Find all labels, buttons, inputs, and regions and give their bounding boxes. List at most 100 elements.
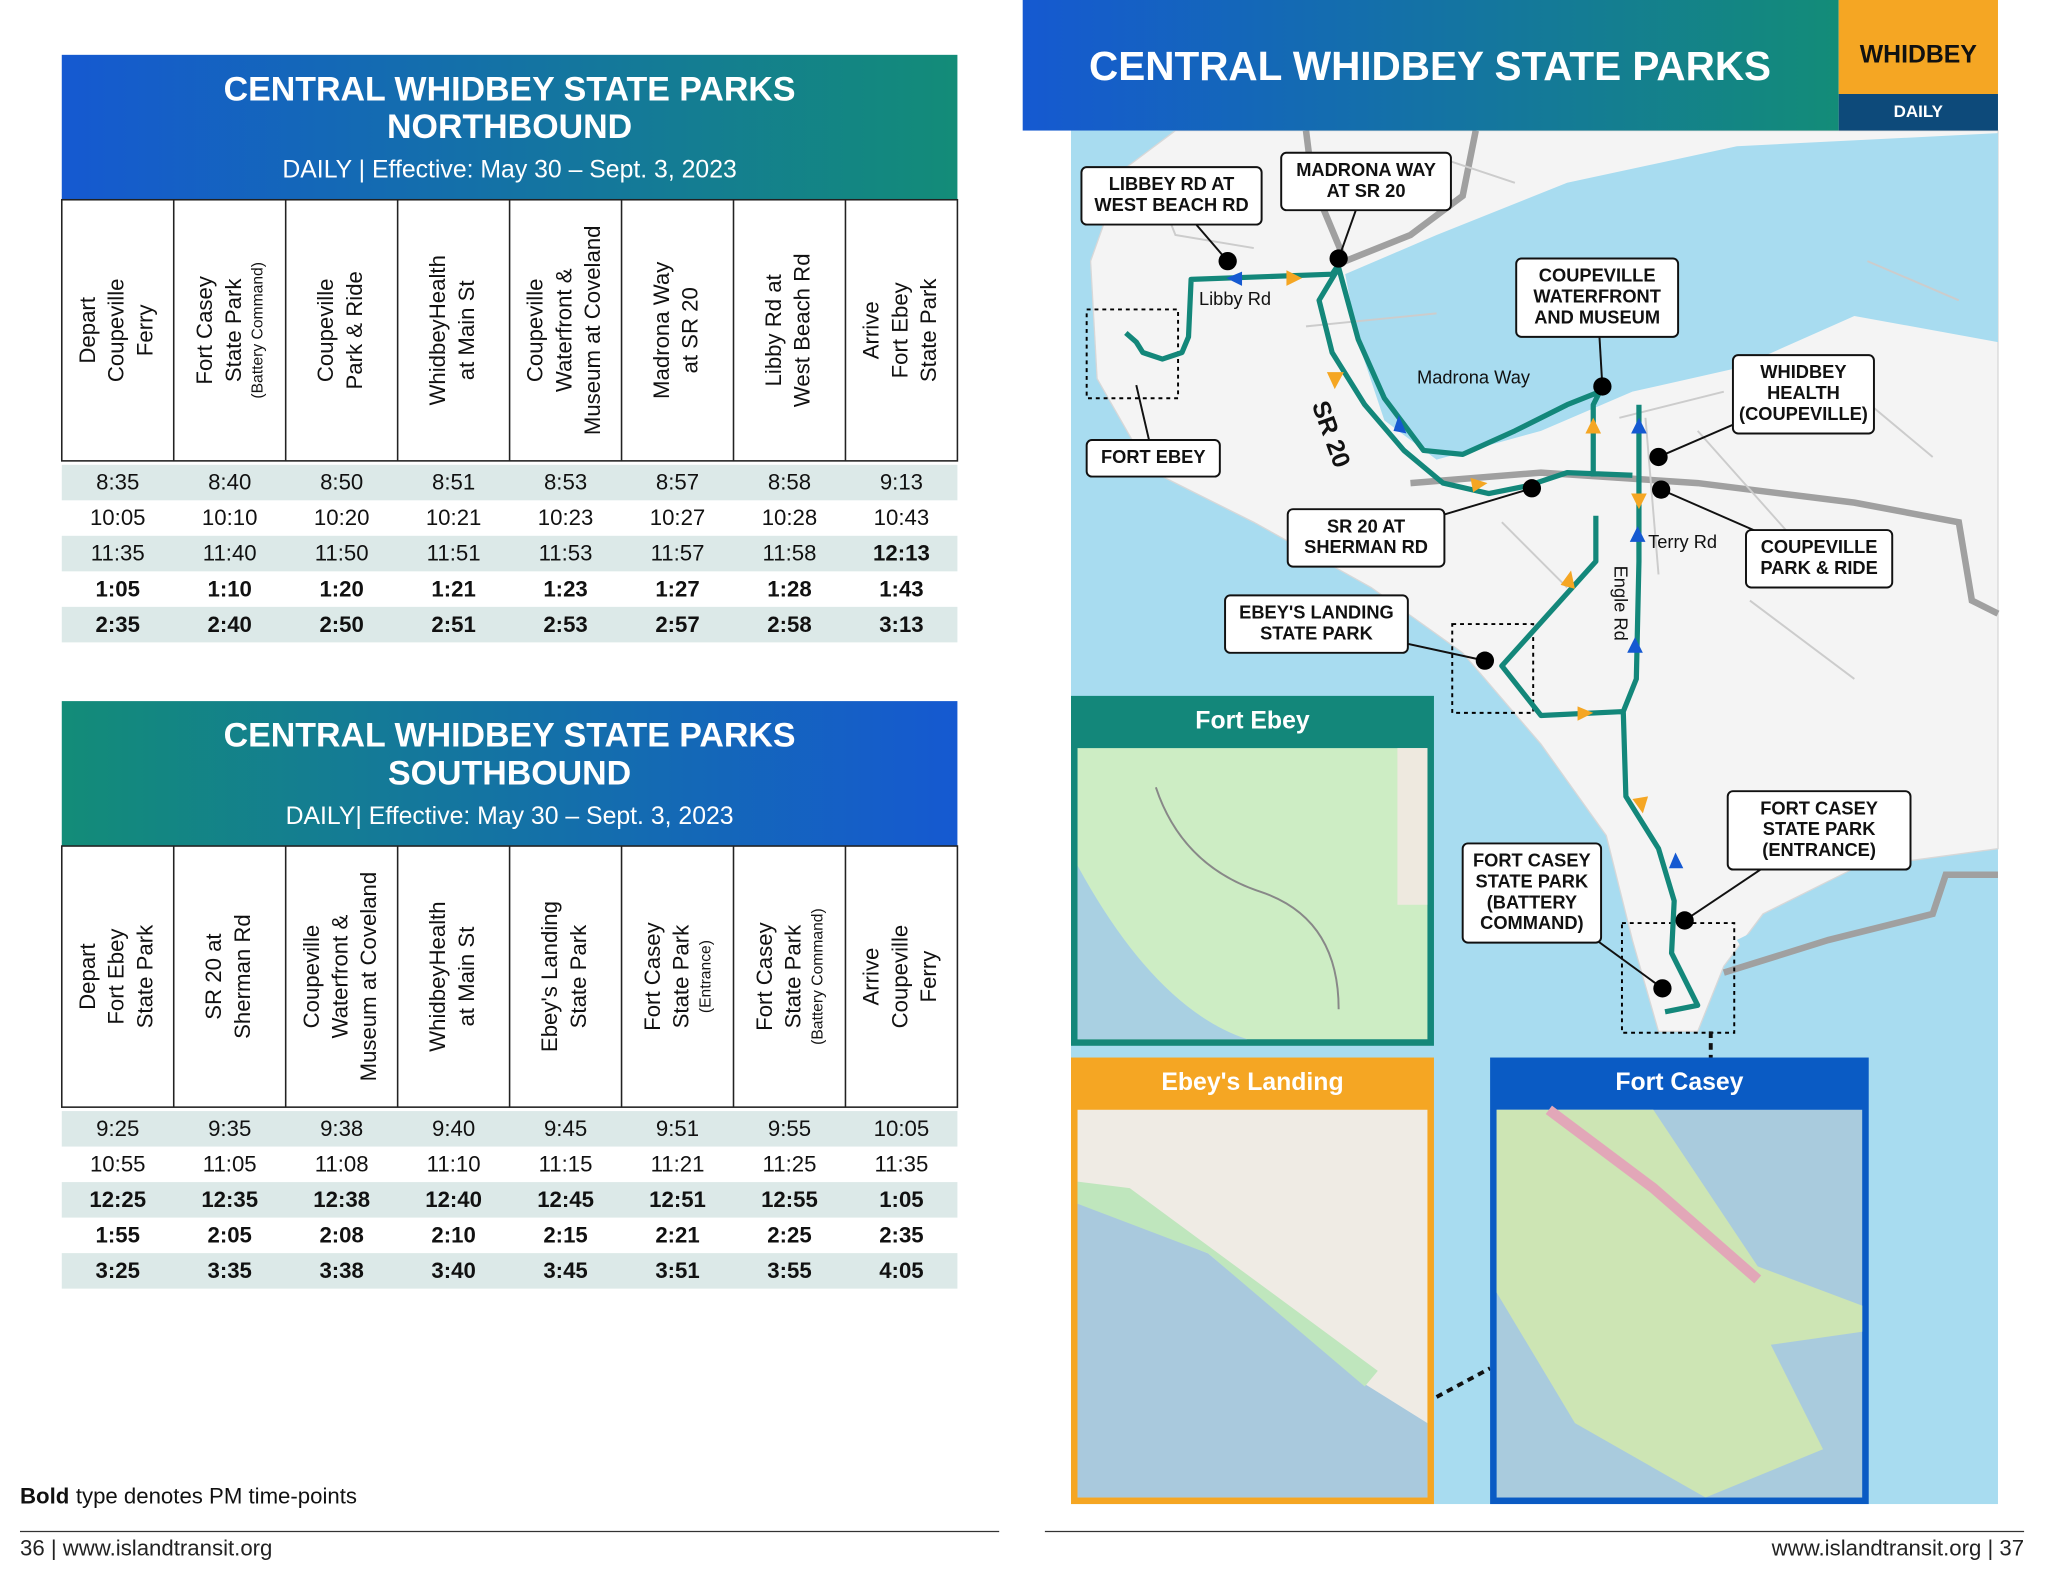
time-cell: 9:51 — [656, 1116, 699, 1141]
inset-title: Ebey's Landing — [1161, 1069, 1343, 1096]
time-cell: 10:27 — [650, 505, 706, 530]
callout-box — [1731, 354, 1875, 435]
callout-label: (BATTERY — [1487, 891, 1577, 912]
column-heading: Ferry — [916, 950, 941, 1003]
time-cell: 9:13 — [880, 470, 923, 495]
column-heading: Coupeville — [313, 279, 338, 383]
callout-label: (ENTRANCE) — [1762, 839, 1876, 860]
inset-water — [1077, 865, 1248, 1040]
callout-box — [1461, 842, 1603, 944]
time-cell: 3:25 — [96, 1258, 140, 1283]
time-cell: 3:55 — [767, 1258, 811, 1283]
badge-sub — [1838, 94, 1998, 131]
column-note: (Entrance) — [697, 940, 714, 1013]
time-cell: 9:45 — [544, 1116, 587, 1141]
column-heading: Madrona Way — [649, 261, 674, 399]
time-cell: 1:43 — [879, 576, 923, 601]
column-heading: Fort Casey — [192, 275, 217, 384]
time-cell: 1:05 — [879, 1187, 923, 1212]
row-band — [61, 464, 958, 501]
column-heading: Fort Ebey — [887, 281, 912, 378]
streets — [1148, 155, 1960, 680]
column-heading: Coupeville — [523, 279, 548, 383]
time-cell: 1:21 — [431, 576, 475, 601]
column-heading: Fort Casey — [752, 921, 777, 1030]
time-cell: 11:08 — [315, 1152, 369, 1177]
map-title: CENTRAL WHIDBEY STATE PARKS — [1089, 43, 1771, 89]
time-cell: 10:55 — [90, 1152, 146, 1177]
row-band — [61, 1111, 958, 1147]
callout-label: STATE PARK — [1763, 818, 1876, 839]
inset-land — [1496, 1109, 1863, 1498]
callout-label: SHERMAN RD — [1304, 536, 1428, 557]
column-heading: West Beach Rd — [790, 253, 815, 407]
row-band — [61, 606, 958, 643]
time-cell: 3:40 — [431, 1258, 475, 1283]
direction-arrows — [1226, 270, 1684, 869]
time-cell: 1:23 — [543, 576, 587, 601]
time-cell: 11:25 — [763, 1152, 817, 1177]
time-cell: 2:08 — [319, 1223, 363, 1248]
time-cell: 10:28 — [762, 505, 818, 530]
column-heading: Museum at Coveland — [580, 225, 605, 435]
time-cell: 11:53 — [539, 541, 593, 566]
time-cell: 2:35 — [879, 1223, 923, 1248]
time-cell: 12:45 — [537, 1187, 594, 1212]
time-cell: 11:51 — [427, 541, 481, 566]
callout-label: COUPEVILLE — [1539, 265, 1656, 286]
column-heading: SR 20 at — [201, 933, 226, 1019]
table-header — [61, 54, 958, 200]
callout-label: COUPEVILLE — [1761, 536, 1878, 557]
time-cell: 1:10 — [207, 576, 251, 601]
callout-label: HEALTH — [1767, 382, 1840, 403]
inset-title: Fort Ebey — [1195, 708, 1310, 735]
callout-label: AT SR 20 — [1327, 180, 1406, 201]
inset-connector — [1435, 1366, 1492, 1399]
callout-box — [1745, 529, 1894, 589]
page-footer: www.islandtransit.org | 37 — [1771, 1536, 2024, 1561]
row-band — [61, 535, 958, 572]
callout-box — [1224, 594, 1409, 654]
callout-label: EBEY'S LANDING — [1239, 601, 1394, 622]
column-heading: State Park — [566, 924, 591, 1028]
callout-label: MADRONA WAY — [1296, 159, 1436, 180]
time-cell: 1:27 — [655, 576, 699, 601]
inset-title: Fort Casey — [1615, 1069, 1743, 1096]
road-label: Libby Rd — [1199, 288, 1271, 309]
inset-map — [1077, 1109, 1428, 1498]
time-cell: 2:57 — [655, 612, 699, 637]
row-band — [61, 1182, 958, 1218]
time-cell: 1:28 — [767, 576, 811, 601]
stop-dot — [1218, 251, 1237, 271]
time-cell: 2:40 — [207, 612, 251, 637]
time-cell: 2:10 — [431, 1223, 475, 1248]
callout-box — [1280, 151, 1452, 212]
time-cell: 10:43 — [874, 505, 930, 530]
time-cell: 11:58 — [763, 541, 817, 566]
time-cell: 10:10 — [202, 505, 258, 530]
time-cell: 12:13 — [873, 541, 930, 566]
time-cell: 8:35 — [96, 470, 139, 495]
time-cell: 2:15 — [543, 1223, 587, 1248]
time-cell: 9:35 — [208, 1116, 251, 1141]
time-cell: 1:05 — [96, 576, 140, 601]
column-heading: Fort Casey — [640, 921, 665, 1030]
time-cell: 12:55 — [761, 1187, 818, 1212]
stop-dot — [1651, 480, 1671, 499]
callout-label: SR 20 AT — [1327, 515, 1405, 536]
callout-label: AND MUSEUM — [1534, 306, 1660, 327]
time-cell: 12:35 — [201, 1187, 258, 1212]
callout-label: WATERFRONT — [1533, 286, 1661, 307]
column-heading: State Park — [781, 924, 806, 1028]
time-cell: 12:51 — [649, 1187, 706, 1212]
time-cell: 3:35 — [207, 1258, 251, 1283]
stop-dot — [1475, 651, 1495, 670]
time-cell: 11:35 — [91, 541, 145, 566]
time-cell: 1:55 — [96, 1223, 140, 1248]
callout-label: STATE PARK — [1260, 622, 1373, 643]
time-cell: 11:21 — [651, 1152, 705, 1177]
inset-shore — [1545, 1105, 1762, 1284]
column-heading: Coupeville — [299, 925, 324, 1029]
time-cell: 2:21 — [655, 1223, 699, 1248]
